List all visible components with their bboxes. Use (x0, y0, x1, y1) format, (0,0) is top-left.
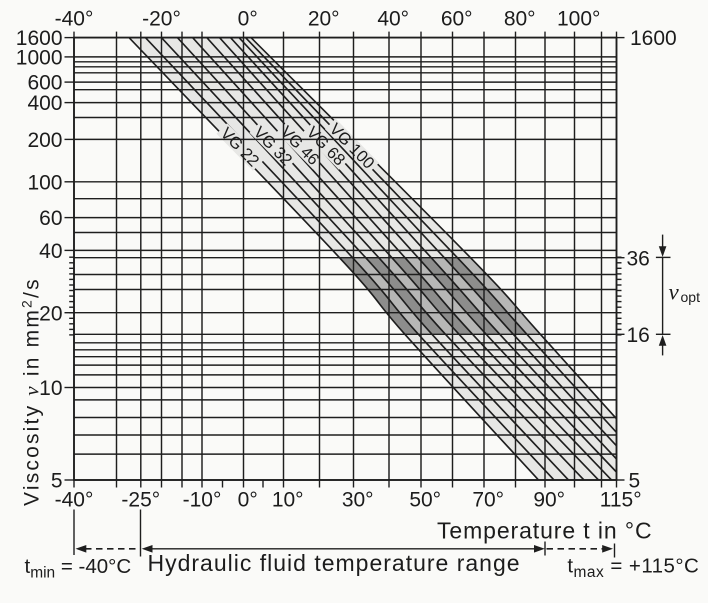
svg-text:-40°: -40° (55, 489, 94, 512)
svg-text:opt: opt (681, 289, 701, 305)
svg-text:36: 36 (627, 247, 650, 270)
svg-text:ν: ν (669, 280, 680, 305)
svg-text:20: 20 (39, 302, 62, 325)
svg-text:100°: 100° (557, 8, 600, 31)
svg-text:0°: 0° (238, 8, 258, 31)
svg-text:-25°: -25° (121, 489, 160, 512)
svg-text:0°: 0° (238, 489, 258, 512)
svg-text:-20°: -20° (142, 8, 181, 31)
svg-text:30°: 30° (342, 489, 374, 512)
svg-text:1000: 1000 (16, 47, 63, 70)
svg-text:Viscosity ν in mm2/s: Viscosity ν in mm2/s (19, 277, 44, 506)
svg-text:-40°: -40° (55, 8, 94, 31)
svg-text:5: 5 (629, 470, 641, 493)
svg-text:115°: 115° (600, 489, 642, 512)
svg-text:1600: 1600 (630, 27, 677, 50)
svg-text:600: 600 (27, 72, 62, 95)
svg-text:70°: 70° (472, 489, 504, 512)
svg-text:200: 200 (27, 129, 62, 152)
svg-text:-10°: -10° (183, 489, 222, 512)
svg-text:20°: 20° (308, 8, 340, 31)
svg-text:90°: 90° (533, 489, 565, 512)
svg-text:1600: 1600 (16, 27, 63, 50)
svg-text:40: 40 (39, 240, 62, 263)
svg-text:60: 60 (39, 207, 62, 230)
svg-text:tmin = -40°C: tmin = -40°C (25, 555, 132, 582)
svg-text:60°: 60° (441, 8, 473, 31)
svg-text:10: 10 (39, 377, 62, 400)
svg-text:100: 100 (27, 171, 62, 194)
svg-text:Hydraulic fluid temperature ra: Hydraulic fluid temperature range (148, 550, 521, 576)
svg-text:Temperature t in °C: Temperature t in °C (437, 518, 653, 544)
svg-text:80°: 80° (504, 8, 536, 31)
svg-text:10°: 10° (272, 489, 304, 512)
svg-text:16: 16 (627, 324, 650, 347)
svg-text:50°: 50° (409, 489, 441, 512)
svg-text:400: 400 (27, 92, 62, 115)
svg-text:40°: 40° (377, 8, 409, 31)
svg-text:5: 5 (51, 470, 63, 493)
